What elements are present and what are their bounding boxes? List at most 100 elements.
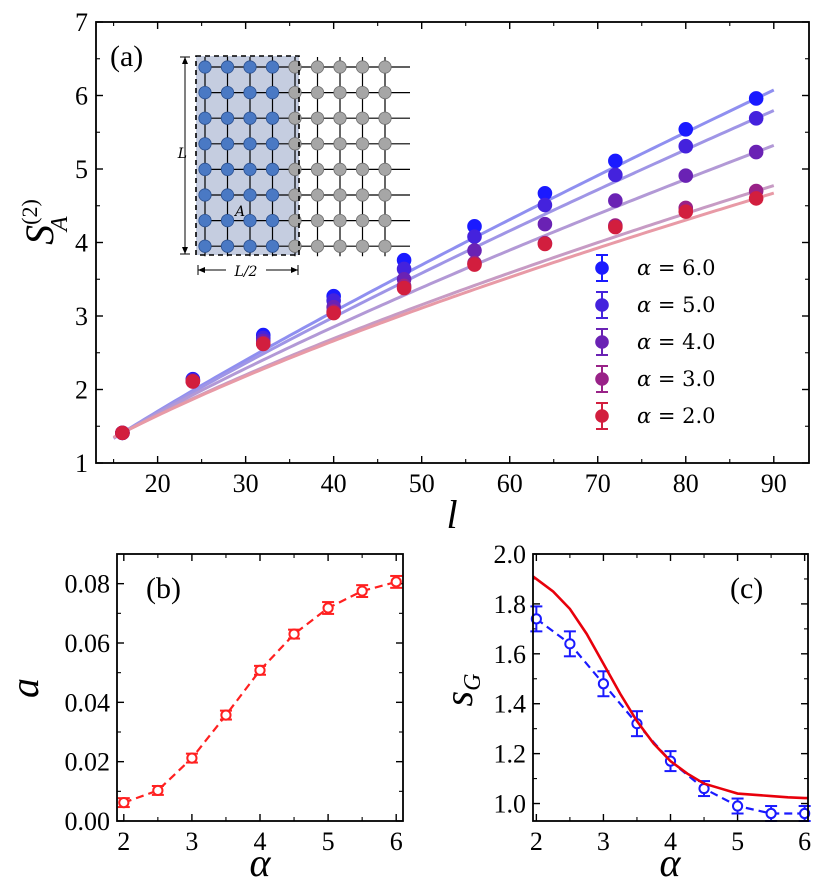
lattice-site: [355, 214, 370, 228]
data-point-alpha-2.0: [326, 305, 341, 321]
lattice-site-region: [220, 239, 235, 253]
legend-value: 5.0: [682, 293, 715, 317]
data-point: [390, 576, 402, 588]
lattice-site-region: [265, 111, 280, 125]
y-tick-label: 0.08: [65, 570, 111, 599]
data-point: [322, 602, 334, 614]
y-tick-label: 2.0: [494, 540, 527, 569]
legend-value: 2.0: [682, 404, 715, 428]
data-point-alpha-2.0: [467, 257, 482, 272]
y-tick-label: 6: [75, 82, 88, 111]
panel-b-ylabel: a: [2, 678, 47, 698]
panel-a-ticks: 20 30 40 50 60 70 80 90 1 2 3 4 5 6 7: [75, 8, 809, 498]
x-tick-label: 20: [145, 469, 171, 498]
label-L-half: L/2: [234, 264, 258, 280]
lattice-site-region: [198, 86, 212, 100]
lattice-site: [355, 162, 370, 176]
lattice-site-region: [243, 188, 257, 202]
data-point: [118, 797, 130, 809]
lattice-site: [288, 60, 302, 74]
lattice-site-region: [220, 86, 235, 100]
label-region-A: A: [233, 204, 245, 220]
lattice-site: [355, 60, 370, 74]
fit-line-alpha-6.0: [112, 88, 775, 440]
lattice-site: [333, 86, 347, 100]
lattice-site-region: [198, 111, 212, 125]
data-point-alpha-4.0: [467, 243, 482, 258]
data-point-alpha-2.0: [396, 280, 412, 296]
lattice-site-region: [265, 214, 280, 228]
arrow-head: [182, 57, 188, 64]
x-tick-label: 5: [731, 827, 744, 856]
lattice-site: [333, 214, 347, 228]
data-point: [288, 628, 300, 640]
lattice-site-region: [243, 214, 257, 228]
lattice-site: [355, 188, 370, 202]
arrow-head: [291, 267, 298, 273]
panel-b-series: [117, 574, 403, 809]
lattice-site: [288, 86, 302, 100]
x-tick-label: 60: [497, 469, 523, 498]
y-tick-label: 0.00: [65, 807, 111, 836]
panel-c-xlabel: α: [660, 840, 682, 881]
panel-a-data-points: [115, 91, 764, 441]
lattice-site: [333, 188, 347, 202]
data-point: [731, 800, 744, 812]
lattice-site: [310, 188, 325, 202]
x-tick-label: 30: [233, 469, 259, 498]
data-point-alpha-2.0: [537, 236, 553, 252]
lattice-site: [333, 162, 347, 176]
legend-prefix: α =: [637, 256, 682, 280]
data-point-alpha-5.0: [537, 197, 553, 213]
ylabel-superscript: (2): [17, 199, 42, 225]
legend-marker: [595, 372, 609, 386]
lattice-site: [355, 111, 370, 125]
x-tick-label: 6: [798, 827, 811, 856]
x-tick-label: 70: [585, 469, 611, 498]
data-point-alpha-5.0: [467, 229, 482, 244]
subsystem-boundary: [195, 55, 300, 256]
x-tick-label: 80: [673, 469, 699, 498]
lattice-site-region: [198, 162, 212, 176]
lattice-site: [378, 162, 392, 176]
data-point: [564, 638, 576, 650]
lattice-site-region: [243, 162, 257, 176]
panel-a: L L/2 A 20 30 40 50 60 70 80 90 1 2 3 4 5 6 7 (a) l S(2)…: [17, 8, 810, 537]
lattice-site: [310, 239, 325, 253]
ylabel-symbol: s: [436, 691, 481, 707]
lattice-site-region: [198, 214, 212, 228]
panel-c: 2 3 4 5 6 1.0 1.2 1.4 1.6 1.8 2.0 (c) α sG: [436, 540, 811, 881]
legend-value: 6.0: [682, 256, 715, 280]
data-point-alpha-4.0: [537, 216, 553, 232]
ylabel-subscript: A: [47, 216, 73, 233]
panel-a-legend: α = 6.0α = 5.0α = 4.0α = 3.0α = 2.0: [595, 254, 716, 430]
x-tick-label: 2: [117, 827, 130, 856]
lattice-site-region: [265, 162, 280, 176]
data-point-alpha-2.0: [608, 219, 623, 235]
lattice-site-region: [265, 86, 280, 100]
lattice-site: [288, 188, 302, 202]
lattice-site: [310, 111, 325, 125]
data-point-alpha-4.0: [608, 193, 623, 208]
data-point-alpha-5.0: [748, 110, 764, 126]
legend-label: α = 6.0: [637, 256, 716, 280]
label-background: [226, 261, 266, 279]
legend-marker: [595, 261, 609, 275]
data-point-alpha-5.0: [608, 167, 623, 183]
lattice-site: [378, 86, 392, 100]
dashed-connector: [535, 617, 805, 815]
x-tick-label: 5: [322, 827, 335, 856]
data-point-alpha-4.0: [748, 144, 764, 160]
y-tick-label: 1.6: [494, 640, 527, 669]
data-point: [356, 585, 368, 597]
fit-line-alpha-4.0: [112, 143, 775, 440]
panel-a-frame: [95, 21, 810, 464]
legend-label: α = 3.0: [637, 367, 716, 391]
legend-label: α = 2.0: [637, 404, 716, 428]
data-point: [152, 784, 164, 797]
panel-a-fit-lines: [112, 88, 775, 440]
lattice-site: [288, 137, 302, 151]
y-tick-label: 1.0: [494, 790, 527, 819]
data-point-alpha-4.0: [678, 168, 694, 183]
